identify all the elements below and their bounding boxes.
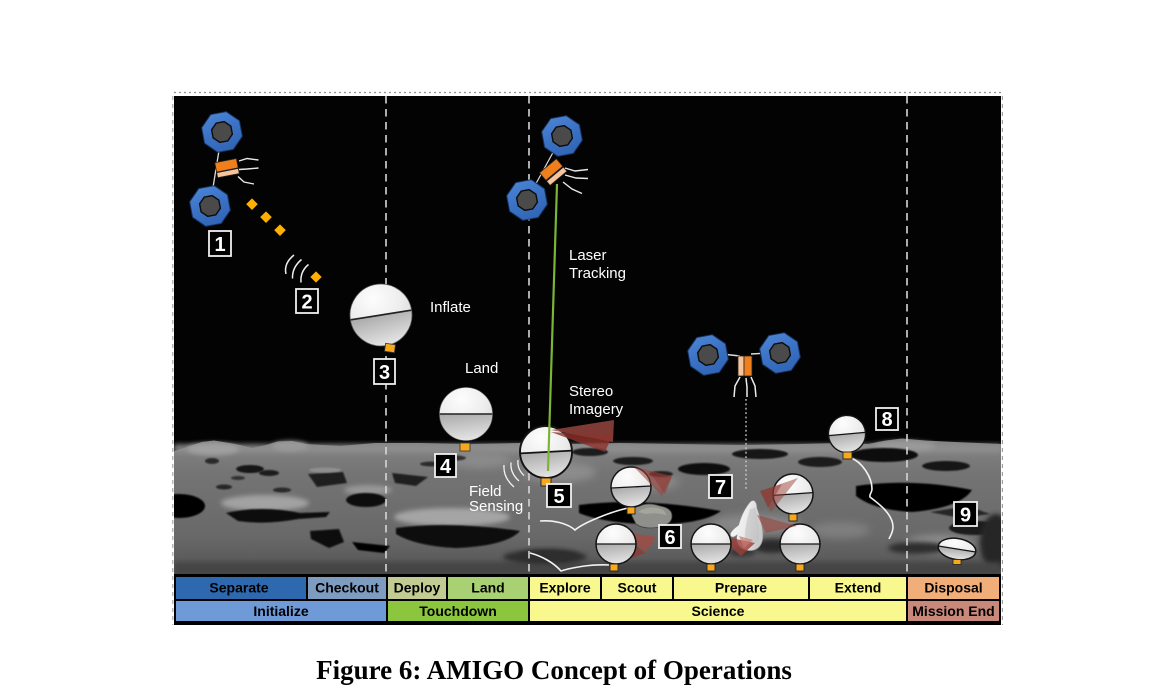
svg-text:Explore: Explore xyxy=(539,580,591,596)
svg-text:Mission End: Mission End xyxy=(912,603,994,619)
svg-text:Extend: Extend xyxy=(835,580,882,596)
svg-text:Land: Land xyxy=(471,580,504,596)
svg-text:3: 3 xyxy=(379,362,390,384)
svg-text:1: 1 xyxy=(214,234,225,256)
svg-text:9: 9 xyxy=(960,505,971,527)
svg-text:Scout: Scout xyxy=(618,580,657,596)
svg-text:Tracking: Tracking xyxy=(569,265,626,282)
svg-text:Land: Land xyxy=(465,360,498,377)
svg-text:7: 7 xyxy=(715,477,726,499)
svg-text:Inflate: Inflate xyxy=(430,299,471,316)
svg-text:Laser: Laser xyxy=(569,247,607,264)
svg-text:Separate: Separate xyxy=(209,580,268,596)
svg-text:Checkout: Checkout xyxy=(315,580,379,596)
svg-text:Science: Science xyxy=(692,603,745,619)
svg-text:Sensing: Sensing xyxy=(469,498,523,515)
svg-text:Prepare: Prepare xyxy=(715,580,767,596)
svg-text:Imagery: Imagery xyxy=(569,401,624,418)
svg-text:Disposal: Disposal xyxy=(924,580,982,596)
svg-text:6: 6 xyxy=(664,527,675,549)
svg-text:Stereo: Stereo xyxy=(569,383,613,400)
svg-text:Deploy: Deploy xyxy=(394,580,441,596)
svg-text:Field: Field xyxy=(469,483,502,500)
svg-text:2: 2 xyxy=(301,292,312,314)
svg-text:Touchdown: Touchdown xyxy=(419,603,497,619)
svg-text:5: 5 xyxy=(553,486,564,508)
svg-text:Initialize: Initialize xyxy=(253,603,308,619)
svg-text:4: 4 xyxy=(440,456,452,478)
svg-text:8: 8 xyxy=(881,409,892,431)
